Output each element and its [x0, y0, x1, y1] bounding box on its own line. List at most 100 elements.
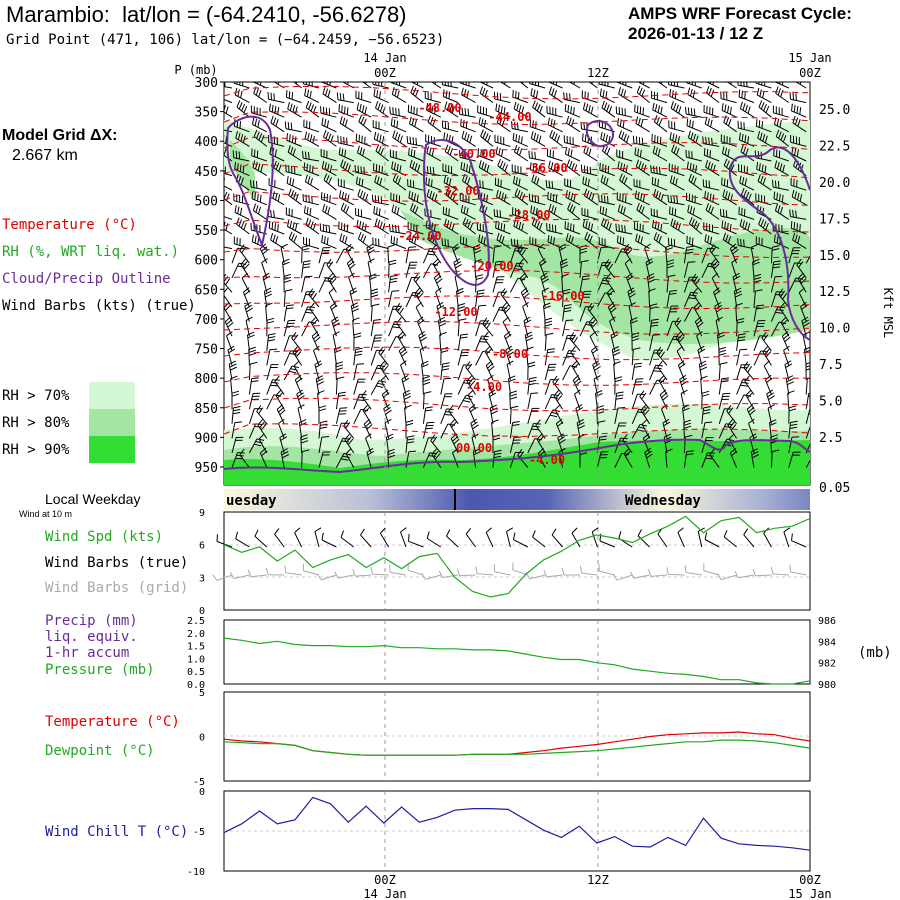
barb-flag [310, 177, 313, 186]
barb-flag [444, 144, 449, 152]
windchill-label: Wind Chill T (°C) [45, 824, 189, 840]
barb-flag [536, 221, 541, 229]
barb-shaft [301, 321, 310, 337]
barb-flag [737, 238, 739, 246]
barb-flag [498, 147, 501, 156]
barb-flag [480, 82, 482, 83]
pressure-line [223, 637, 811, 685]
barb-flag [351, 302, 359, 307]
wind-barb-grid [247, 569, 267, 578]
barb-flag [389, 223, 391, 232]
barb-flag [376, 133, 379, 141]
rh80-label: RH > 80% [2, 415, 70, 431]
wind-barb [356, 102, 372, 118]
wind-barb [422, 406, 433, 424]
barb-shaft [370, 350, 377, 366]
barb-flag [519, 246, 525, 254]
barb-flag [354, 353, 363, 356]
wind-barb [519, 272, 529, 293]
wind-barb [404, 404, 412, 424]
barb-flag [635, 136, 638, 144]
wind-barb [323, 130, 337, 147]
barb-flag [289, 134, 291, 142]
wind-barb [443, 175, 459, 191]
barb-flag [392, 173, 397, 181]
barb-flag [270, 209, 272, 218]
barb-flag [452, 193, 457, 201]
wind-barb [345, 243, 355, 264]
barb-flag [466, 375, 473, 382]
barb-flag [691, 237, 694, 246]
barb-flag [689, 236, 691, 245]
barb-flag [428, 178, 430, 186]
wind-barb [304, 174, 320, 191]
barb-flag [391, 290, 400, 292]
barb-flag [486, 322, 492, 329]
wind-barb [240, 258, 250, 279]
barb-flag [615, 223, 617, 231]
barb-flag [408, 533, 410, 542]
barb-flag [339, 116, 343, 124]
barb-flag [467, 363, 473, 371]
barb-flag [325, 175, 330, 183]
barb-flag [342, 234, 345, 243]
barb-flag [303, 162, 306, 170]
barb-shaft [248, 408, 255, 424]
barb-flag [791, 436, 800, 438]
wind-barb [425, 177, 441, 191]
barb-flag [404, 395, 412, 400]
barb-shaft [790, 571, 807, 576]
barb-flag [357, 232, 362, 240]
barb-flag [378, 346, 384, 354]
barb-flag [567, 148, 570, 156]
barb-shaft [303, 570, 320, 576]
wind-barb [338, 147, 355, 162]
barb-shaft [477, 573, 494, 576]
wind-barb [224, 287, 233, 308]
barb-flag [607, 165, 610, 174]
barb-flag [344, 106, 346, 114]
barb-shaft [551, 534, 563, 548]
barb-flag [501, 302, 508, 309]
barb-flag [260, 164, 263, 173]
barb-flag [535, 419, 541, 426]
barb-flag [243, 287, 250, 293]
barb-flag [544, 317, 553, 321]
barb-shaft [633, 574, 650, 579]
barb-flag [634, 104, 636, 112]
wind-barb [419, 345, 427, 366]
barb-flag [533, 89, 536, 97]
barb-flag [375, 144, 380, 152]
barb-flag [424, 391, 432, 394]
barb-flag [533, 176, 537, 184]
lower-panel-axes: 96302.52.01.51.00.50.0986984982980(mb)50… [187, 508, 892, 900]
temperature-contour-label: -8.00 [492, 347, 528, 361]
barb-shaft [454, 276, 459, 293]
barb-flag [261, 258, 268, 264]
barb-flag [429, 234, 433, 242]
barb-flag [432, 118, 436, 126]
barb-flag [437, 304, 445, 310]
wind-barb [236, 100, 250, 118]
barb-flag [389, 106, 391, 114]
barb-flag [355, 347, 363, 350]
barb-flag [531, 217, 536, 225]
barb-flag [279, 409, 286, 416]
barb-flag [791, 533, 793, 541]
barb-flag [291, 233, 295, 241]
barb-flag [375, 100, 379, 109]
wind-barb [335, 422, 349, 439]
barb-flag [238, 219, 243, 227]
barb-flag [489, 392, 497, 398]
barb-flag [569, 160, 573, 169]
wind-barb-grid [421, 572, 441, 580]
barb-flag [449, 419, 456, 426]
barb-flag [503, 304, 509, 311]
barb-flag [270, 92, 272, 100]
barb-flag [530, 392, 539, 394]
barb-flag [343, 453, 352, 456]
barb-flag [412, 161, 416, 169]
barb-flag [351, 305, 359, 310]
barb-flag [344, 236, 348, 244]
wind-barb [475, 304, 487, 322]
